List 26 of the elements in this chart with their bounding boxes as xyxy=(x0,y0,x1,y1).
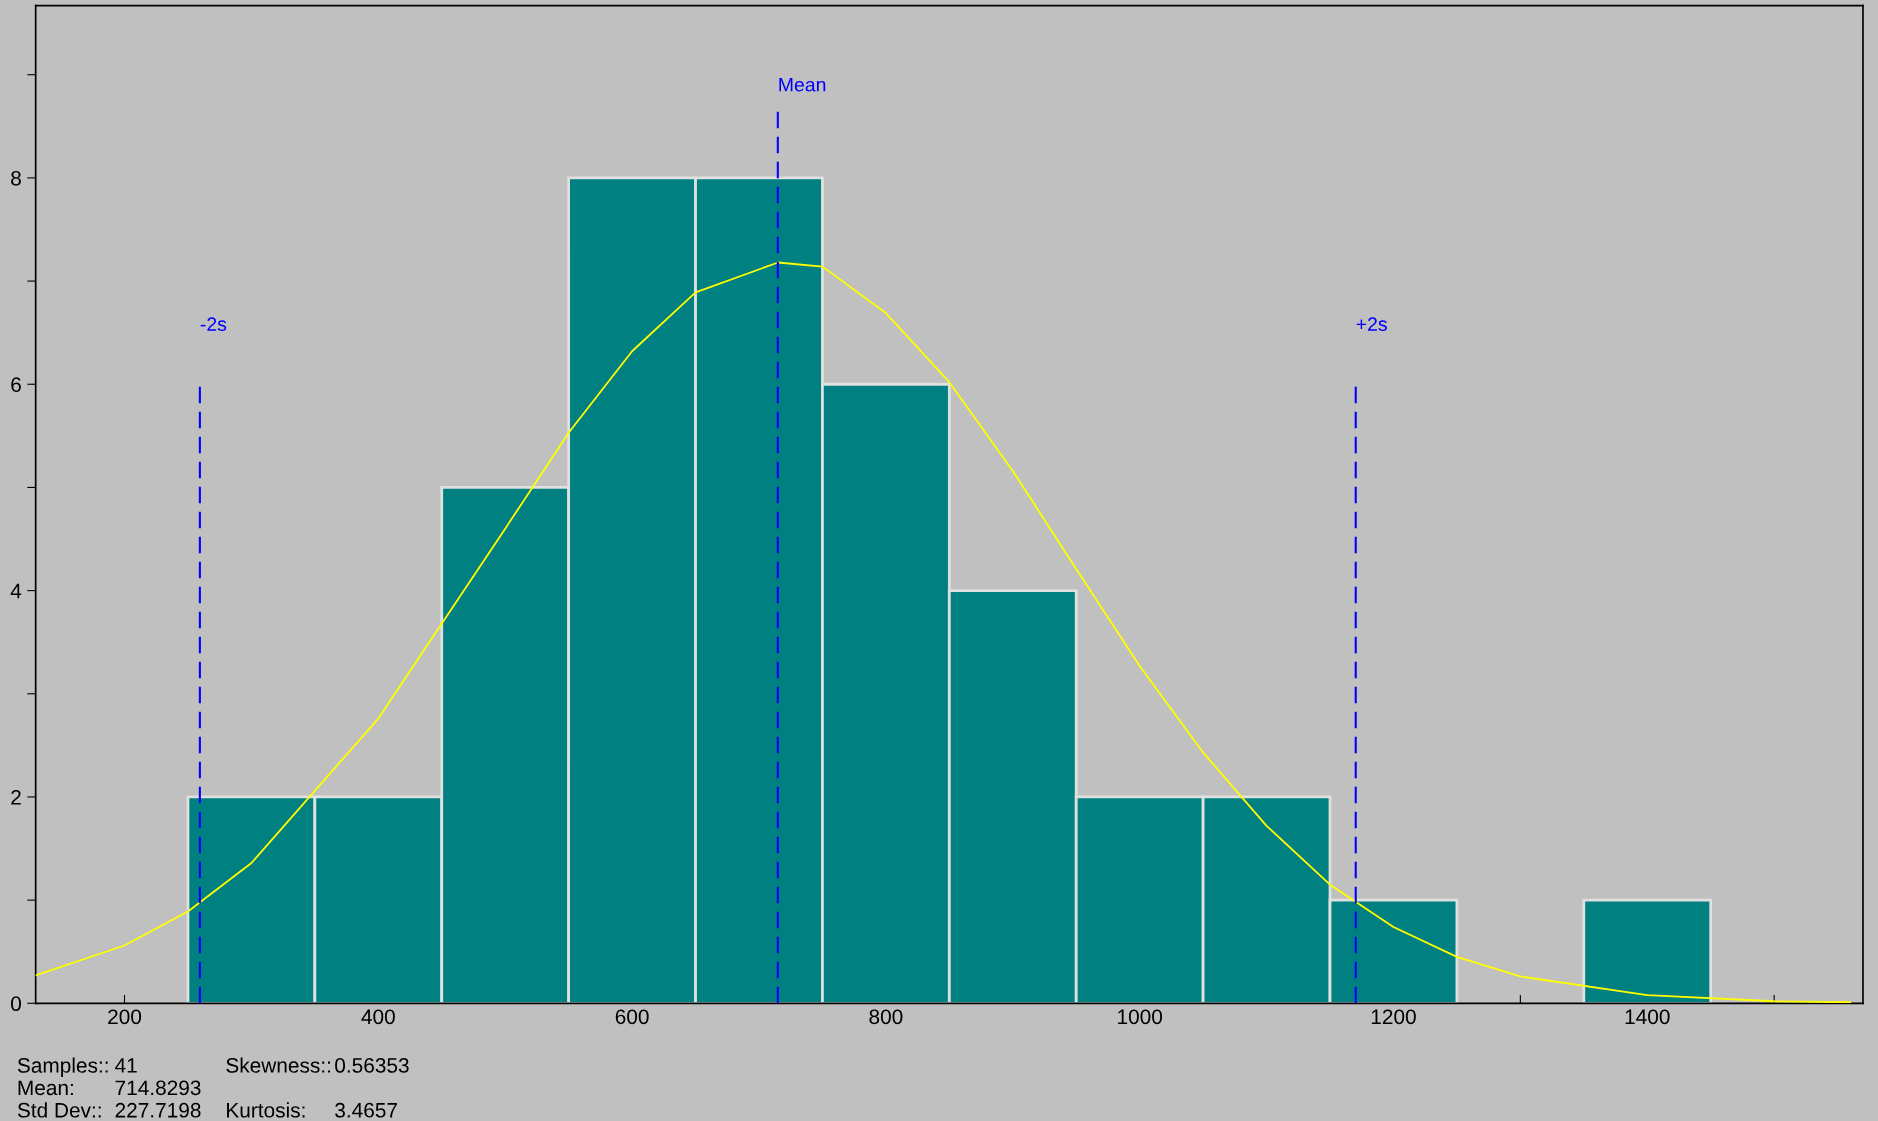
text: 3.4657 xyxy=(335,1102,397,1118)
line-series xyxy=(35,261,1852,1004)
text: Std Dev:: xyxy=(17,1102,101,1118)
x-tick-label: 800 xyxy=(869,1009,903,1025)
text: 714.8293 xyxy=(115,1080,201,1096)
x-tick-label: 1000 xyxy=(1118,1009,1163,1025)
ref-line-label: Mean xyxy=(779,77,826,92)
ref-line-label: -2s xyxy=(200,317,227,331)
text: 227.7198 xyxy=(115,1102,201,1118)
text: Mean: xyxy=(18,1080,73,1096)
text: 41 xyxy=(115,1058,137,1073)
y-tick-label: 4 xyxy=(10,583,22,599)
text: 0.56353 xyxy=(335,1058,409,1073)
y-tick-label: 8 xyxy=(11,170,21,186)
y-tick-label: 2 xyxy=(11,789,21,805)
x-tick-label: 1200 xyxy=(1371,1009,1416,1025)
x-tick-label: 1400 xyxy=(1625,1009,1670,1025)
text: Kurtosis: xyxy=(227,1102,305,1118)
text: Skewness:: xyxy=(226,1057,330,1073)
y-tick-label: 6 xyxy=(11,377,21,393)
ref-line-label: +2s xyxy=(1356,317,1387,331)
y-tick-label: 0 xyxy=(11,996,21,1012)
x-tick-label: 200 xyxy=(108,1009,142,1025)
text: Samples:: xyxy=(17,1057,108,1077)
x-tick-label: 400 xyxy=(361,1009,395,1025)
x-tick-label: 600 xyxy=(615,1009,649,1025)
